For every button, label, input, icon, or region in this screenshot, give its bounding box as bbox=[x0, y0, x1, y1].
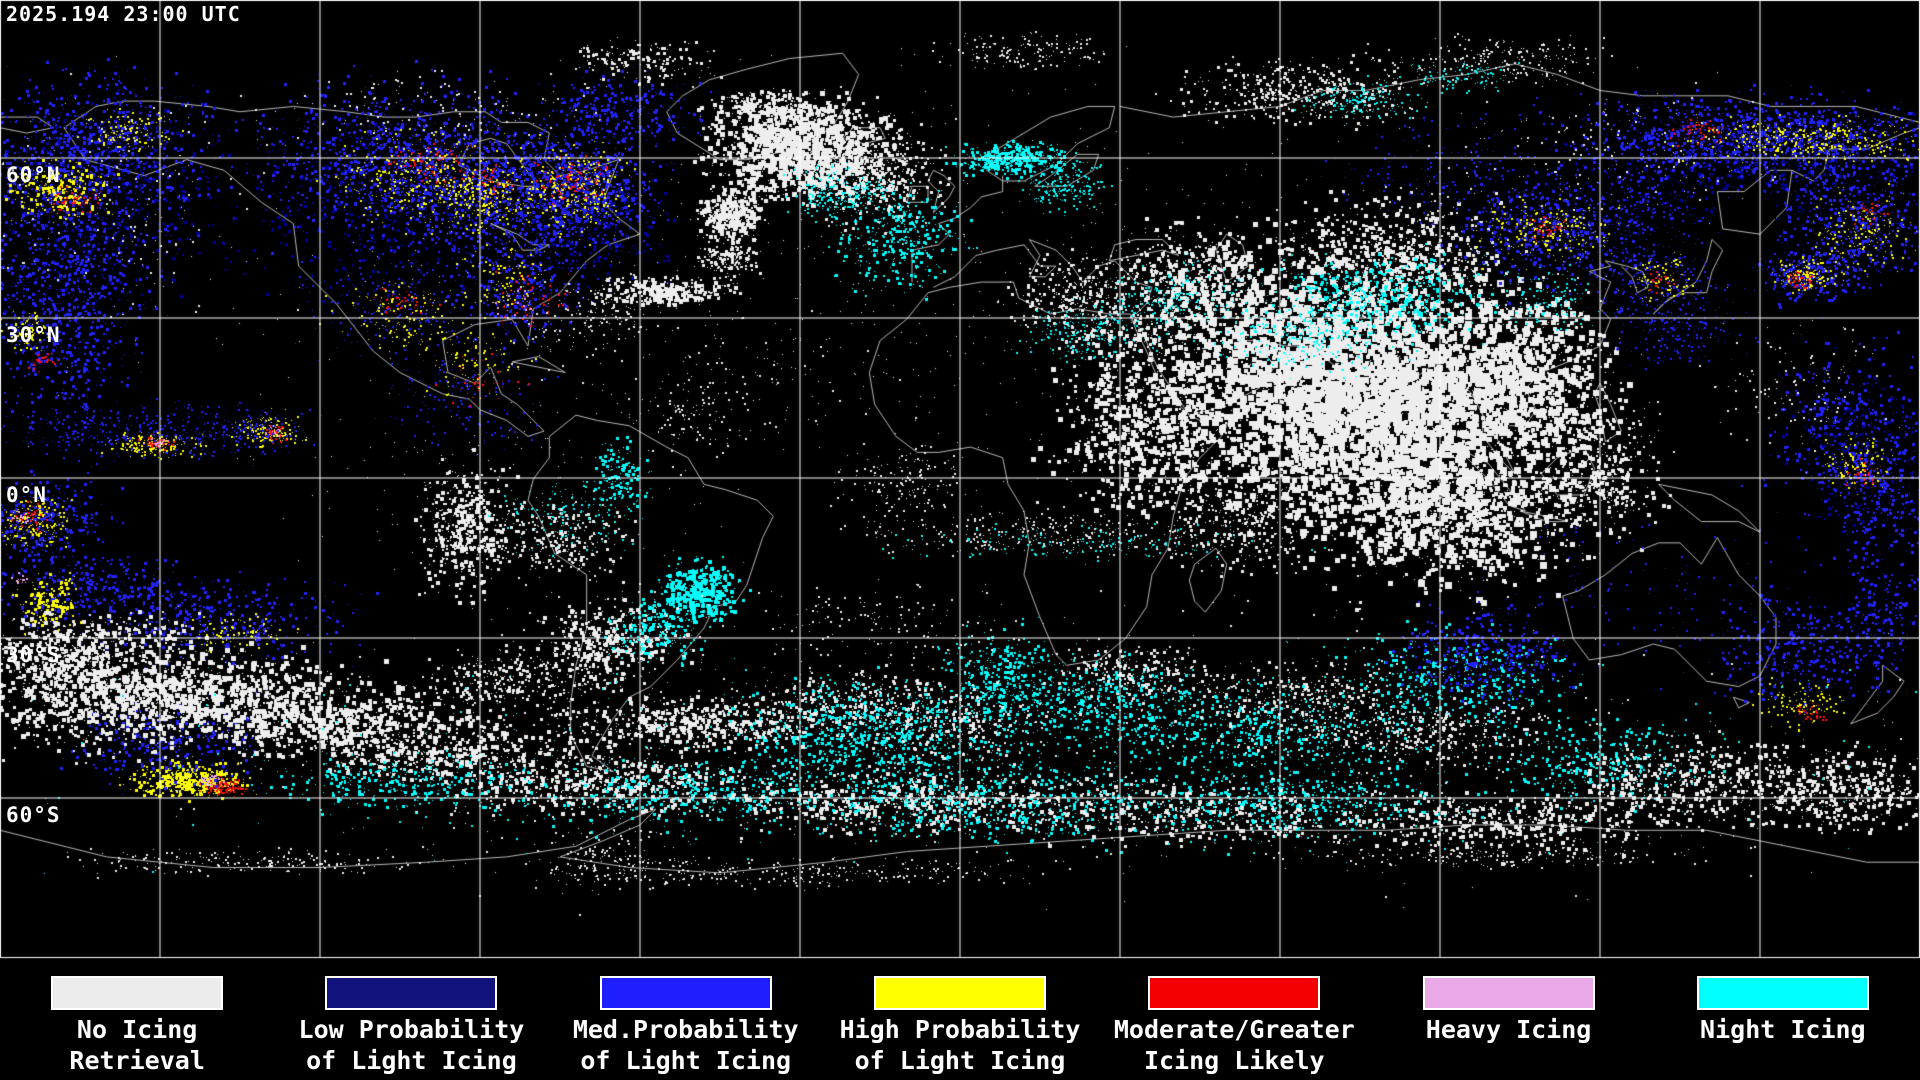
legend-swatch-heavy-icing bbox=[1422, 976, 1595, 1010]
legend-label-med-prob-light-icing: Med.Probability of Light Icing bbox=[572, 1015, 799, 1075]
legend-label-moderate-greater-icing: Moderate/Greater Icing Likely bbox=[1113, 1015, 1355, 1075]
legend-item-low-prob-light-icing: Low Probability of Light Icing bbox=[274, 960, 548, 1080]
lat-label-30s: 30°S bbox=[6, 643, 61, 667]
legend-label-high-prob-light-icing: High Probability of Light Icing bbox=[839, 1015, 1081, 1075]
legend-item-high-prob-light-icing: High Probability of Light Icing bbox=[823, 960, 1097, 1080]
legend: No Icing Retrieval Low Probability of Lig… bbox=[0, 960, 1920, 1080]
legend-label-night-icing: Night Icing bbox=[1700, 1015, 1866, 1044]
lat-label-60n: 60°N bbox=[6, 163, 61, 187]
timestamp-label: 2025.194 23:00 UTC bbox=[6, 2, 241, 26]
world-icing-map-canvas bbox=[0, 0, 1920, 960]
legend-swatch-high-prob-light-icing bbox=[873, 976, 1046, 1010]
legend-item-heavy-icing: Heavy Icing bbox=[1371, 960, 1645, 1080]
lat-label-30n: 30°N bbox=[6, 323, 61, 347]
lat-label-60s: 60°S bbox=[6, 803, 61, 827]
legend-item-med-prob-light-icing: Med.Probability of Light Icing bbox=[549, 960, 823, 1080]
legend-swatch-no-icing-retrieval bbox=[51, 976, 224, 1010]
legend-label-low-prob-light-icing: Low Probability of Light Icing bbox=[298, 1015, 525, 1075]
legend-swatch-low-prob-light-icing bbox=[325, 976, 498, 1010]
lat-label-0n: 0°N bbox=[6, 483, 47, 507]
legend-label-heavy-icing: Heavy Icing bbox=[1425, 1015, 1592, 1044]
legend-swatch-night-icing bbox=[1696, 976, 1869, 1010]
legend-item-no-icing-retrieval: No Icing Retrieval bbox=[0, 960, 274, 1080]
legend-swatch-med-prob-light-icing bbox=[599, 976, 772, 1010]
legend-item-night-icing: Night Icing bbox=[1646, 960, 1920, 1080]
legend-swatch-moderate-greater-icing bbox=[1148, 976, 1321, 1010]
legend-label-no-icing-retrieval: No Icing Retrieval bbox=[69, 1015, 205, 1075]
legend-item-moderate-greater-icing: Moderate/Greater Icing Likely bbox=[1097, 960, 1371, 1080]
